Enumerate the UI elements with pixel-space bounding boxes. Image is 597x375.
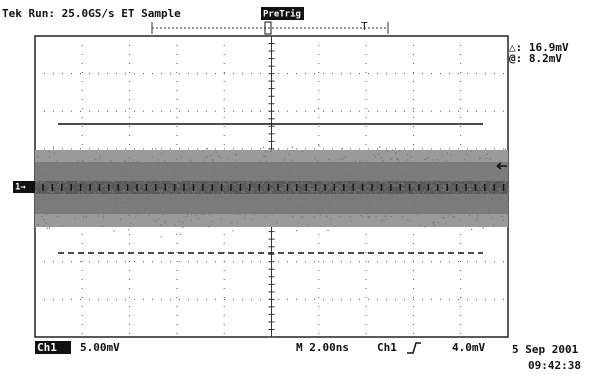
- time: 09:42:38: [528, 359, 581, 372]
- trigger-level: 4.0mV: [452, 341, 485, 354]
- date: 5 Sep 2001: [512, 343, 579, 356]
- scale: 5.00mV: [80, 341, 120, 354]
- at-readout: @: 8.2mV: [509, 52, 562, 65]
- mode: PreTrig: [263, 9, 301, 20]
- channel: Ch1: [37, 341, 57, 354]
- trigger-marker: T: [361, 20, 368, 33]
- channel-marker: 1→: [15, 183, 26, 193]
- scope-screen: Tek Run: 25.0GS/s ET Sample PreTrig T △:…: [0, 0, 597, 375]
- status: Tek Run: 25.0GS/s ET Sample: [2, 7, 181, 20]
- trigger-source: Ch1: [377, 341, 397, 354]
- noise-band: [35, 146, 509, 238]
- timebase: M 2.00ns: [296, 341, 349, 354]
